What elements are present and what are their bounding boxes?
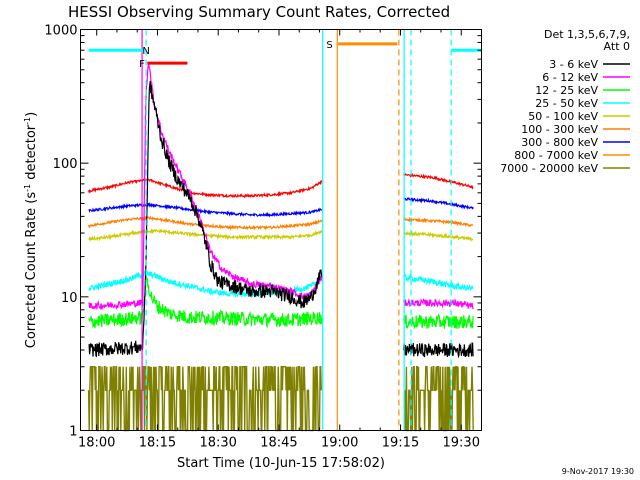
- flag-label-1: F: [139, 59, 145, 70]
- y-axis-label-sup2: -1: [23, 117, 32, 125]
- y-tick-label-1: 10: [61, 291, 78, 306]
- y-tick-label-3: 1000: [44, 24, 77, 39]
- series-band-1: [403, 366, 474, 432]
- legend-label-1: 6 - 12 keV: [542, 71, 598, 84]
- plot-data-layer: NF S: [87, 29, 482, 432]
- series-curve-2: [88, 273, 474, 330]
- footer-date: 9-Nov-2017 19:30: [562, 467, 634, 476]
- y-axis-label-part2: detector: [24, 124, 39, 184]
- chart-title: HESSI Observing Summary Count Rates, Cor…: [68, 3, 450, 21]
- legend-label-8: 7000 - 20000 keV: [500, 162, 598, 175]
- y-axis-label-sup1: -1: [23, 184, 32, 192]
- legend-label-6: 300 - 800 keV: [521, 136, 598, 149]
- x-axis-label: Start Time (10-Jun-15 17:58:02): [177, 456, 385, 471]
- legend-label-3: 25 - 50 keV: [535, 97, 598, 110]
- x-tick-label-6: 19:30: [443, 436, 480, 451]
- plot-frame: [80, 29, 482, 431]
- legend-header-line1: Det 1,3,5,6,7,9,: [544, 28, 630, 41]
- x-tick-label-1: 18:15: [139, 436, 176, 451]
- y-tick-label-2: 100: [53, 157, 78, 172]
- legend-label-2: 12 - 25 keV: [535, 84, 598, 97]
- flag-label-2: S: [326, 40, 332, 51]
- series-curve-6: [88, 197, 474, 218]
- legend-label-7: 800 - 7000 keV: [514, 149, 598, 162]
- x-tick-label-2: 18:30: [199, 436, 236, 451]
- legend-label-4: 50 - 100 keV: [528, 110, 598, 123]
- flag-label-0: N: [142, 46, 149, 57]
- y-axis-label-part3: ): [24, 112, 39, 117]
- legend-label-0: 3 - 6 keV: [549, 58, 598, 71]
- series-band-0: [87, 366, 322, 432]
- axes-layer: 18:00 18:15 18:30 18:45 19:00 19:15 19:30 1 10 10…: [44, 24, 482, 451]
- series-red-curve: [88, 171, 474, 199]
- x-tick-label-5: 19:15: [382, 436, 419, 451]
- series-curve-5: [88, 215, 474, 231]
- y-tick-label-0: 1: [69, 425, 77, 440]
- legend-header-line2: Att 0: [604, 40, 630, 53]
- series-curve-0: [88, 80, 474, 359]
- x-tick-label-3: 18:45: [260, 436, 297, 451]
- y-axis-label-part1: Corrected Count Rate (s: [24, 192, 39, 349]
- x-tick-label-0: 18:00: [78, 436, 115, 451]
- y-axis-label: Corrected Count Rate (s-1 detector-1): [23, 112, 39, 348]
- x-tick-label-4: 19:00: [321, 436, 358, 451]
- legend-label-5: 100 - 300 keV: [521, 123, 598, 136]
